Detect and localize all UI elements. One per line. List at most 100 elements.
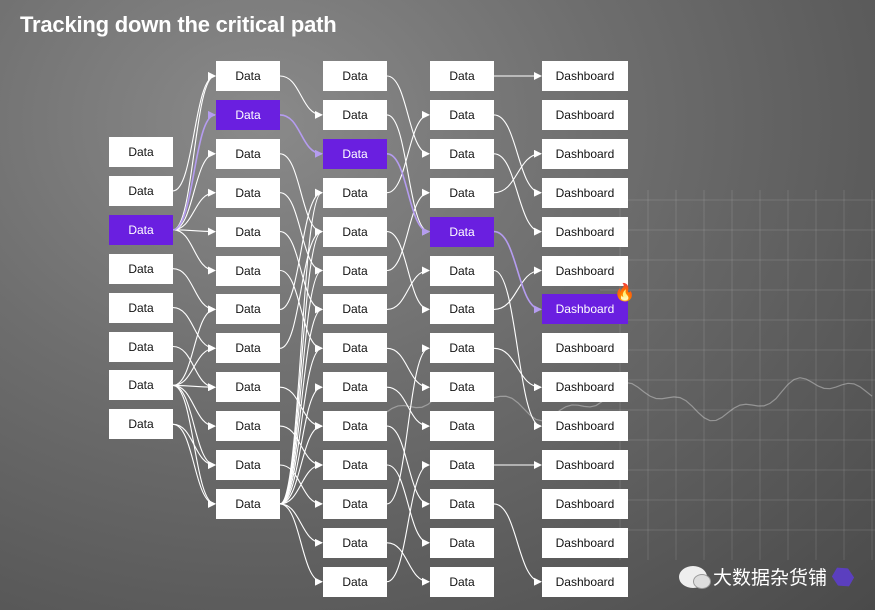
critical-edge (493, 230, 542, 314)
edge (386, 75, 430, 158)
data-node: Data (430, 294, 494, 325)
dashboard-node: Dashboard (542, 138, 628, 169)
edge (172, 305, 216, 386)
dashboard-node: Dashboard (542, 61, 628, 91)
data-node: Data (430, 255, 494, 286)
data-node: Data (430, 566, 494, 597)
edge (279, 227, 323, 349)
page-title: Tracking down the critical path (20, 12, 337, 37)
data-node: Data (323, 99, 387, 130)
data-node: Data (430, 138, 494, 169)
data-node: Data (109, 409, 173, 440)
edge (279, 188, 323, 310)
edge (279, 75, 323, 119)
edge (279, 188, 323, 505)
data-node: Data (323, 450, 387, 480)
data-node-critical: Data (216, 99, 280, 130)
data-node: Data (323, 527, 387, 558)
critical-edge (386, 153, 430, 236)
data-node: Data (109, 253, 173, 284)
data-node: Data (216, 411, 280, 442)
dashboard-node: Dashboard (542, 216, 628, 247)
edge (172, 423, 216, 508)
data-node: Data (430, 61, 494, 91)
data-node: Data (430, 411, 494, 442)
edge (279, 227, 323, 505)
edge (386, 464, 430, 547)
dashboard-node: Dashboard (542, 333, 628, 364)
edge (386, 386, 430, 431)
watermark-text: 大数据杂货铺 (712, 567, 827, 589)
edge (279, 153, 323, 236)
data-node: Data (323, 294, 387, 325)
edge (493, 149, 542, 194)
dashboard-node: Dashboard (542, 450, 628, 480)
edge (279, 305, 323, 505)
dashboard-node: Dashboard (542, 99, 628, 130)
edge (386, 461, 430, 583)
data-node: Data (430, 333, 494, 364)
edge (279, 344, 323, 505)
data-node: Data (109, 331, 173, 362)
data-node: Data (323, 177, 387, 208)
data-node-critical: Data (430, 216, 494, 247)
data-node: Data (109, 137, 173, 167)
dashboard-node: Dashboard (542, 488, 628, 519)
data-node: Data (430, 450, 494, 480)
edge (386, 344, 430, 505)
edge (493, 114, 542, 197)
edge (386, 114, 430, 236)
watermark: 大数据杂货铺 (678, 563, 856, 590)
edge (279, 503, 323, 586)
data-node: Data (430, 527, 494, 558)
dashboard-node: Dashboard (542, 527, 628, 558)
edge (172, 383, 216, 392)
data-node: Data (430, 488, 494, 519)
edge (172, 188, 216, 231)
edge (493, 503, 542, 586)
dashboard-node-critical: Dashboard (542, 294, 628, 325)
edge (172, 384, 216, 431)
edge (279, 269, 323, 353)
data-node-critical: Data (323, 138, 387, 169)
edge (172, 344, 216, 386)
dashboard-node: Dashboard (542, 566, 628, 597)
data-node: Data (216, 333, 280, 364)
edge (279, 461, 323, 505)
data-node: Data (216, 255, 280, 286)
data-node: Data (323, 411, 387, 442)
dashboard-node: Dashboard (542, 255, 628, 286)
data-node-critical: Data (109, 214, 173, 245)
edge (386, 266, 430, 310)
edge (279, 503, 323, 547)
edge (279, 231, 323, 314)
data-node: Data (216, 138, 280, 169)
data-node: Data (323, 255, 387, 286)
data-node: Data (216, 372, 280, 403)
dashboard-node: Dashboard (542, 177, 628, 208)
edge (386, 347, 430, 392)
edge (493, 347, 542, 392)
data-node: Data (323, 372, 387, 403)
data-node: Data (109, 175, 173, 206)
data-node: Data (216, 177, 280, 208)
cube-logo-icon (829, 563, 856, 590)
data-node: Data (216, 216, 280, 247)
data-node: Data (323, 61, 387, 91)
edge (493, 153, 542, 236)
edge (279, 383, 323, 505)
data-node: Data (430, 177, 494, 208)
critical-edge (172, 110, 216, 231)
edge (172, 268, 216, 314)
data-node: Data (430, 99, 494, 130)
edge (386, 231, 430, 314)
data-node: Data (323, 216, 387, 247)
dashboard-node: Dashboard (542, 411, 628, 442)
data-node: Data (216, 450, 280, 480)
edge (386, 110, 430, 194)
edge (172, 72, 216, 231)
edge (279, 422, 323, 505)
background-grid (600, 190, 875, 560)
